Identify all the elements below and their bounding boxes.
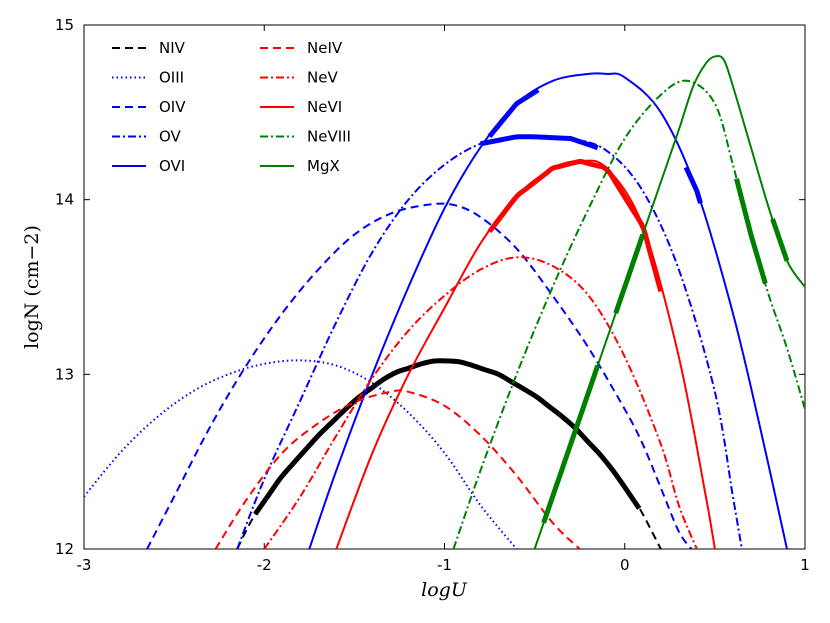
series-highlight-mgx — [770, 218, 790, 262]
legend-label-neviii: NeVIII — [307, 128, 351, 146]
plot-frame — [83, 24, 806, 550]
y-tick-label: 12 — [55, 540, 74, 558]
y-tick-label: 13 — [55, 365, 74, 383]
legend-label-neiv: NeIV — [307, 39, 343, 57]
series-line-nevi — [335, 159, 716, 549]
y-axis-label: logN (cm−2) — [21, 225, 43, 349]
series-line-ov — [236, 135, 743, 549]
x-tick-label: -2 — [257, 556, 272, 574]
series-highlight-mgx — [541, 364, 601, 524]
series-highlight-niv — [253, 358, 642, 516]
legend-label-ovi: OVI — [159, 157, 185, 175]
y-tick-label: 14 — [55, 191, 74, 209]
legend-label-oiii: OIII — [159, 69, 184, 87]
axis-ticks: -3 -2 -1 0 1 12 13 14 15 — [55, 16, 810, 574]
series-highlight-ovi — [487, 87, 540, 138]
x-tick-label: -3 — [77, 556, 92, 574]
series-lines — [84, 54, 805, 549]
x-tick-label: -1 — [437, 556, 452, 574]
series-line-neviii — [452, 79, 805, 549]
series-line-oiv — [146, 202, 693, 549]
series-highlight-ov — [480, 134, 599, 151]
legend-label-nevi: NeVI — [307, 98, 342, 116]
series-highlight-mgx — [613, 233, 646, 315]
legend-label-oiv: OIV — [159, 98, 186, 116]
x-axis-label: logU — [421, 579, 468, 601]
series-highlight-ovi — [683, 166, 703, 204]
x-tick-label: 1 — [800, 556, 810, 574]
y-tick-label: 15 — [55, 16, 74, 34]
series-line-neiv — [214, 389, 581, 549]
legend-label-niv: NIV — [159, 39, 186, 57]
legend-label-nev: NeV — [307, 69, 338, 87]
series-line-nev — [263, 256, 698, 549]
series-line-ovi — [308, 72, 788, 549]
legend-label-mgx: MgX — [307, 157, 340, 175]
x-tick-label: 0 — [620, 556, 630, 574]
legend-label-ov: OV — [159, 128, 182, 146]
series-highlight-nevi — [487, 159, 664, 293]
series-highlight-neviii — [734, 178, 768, 285]
legend: NIV OIII OIV OV OVI NeIV NeV NeVI NeVIII MgX — [112, 39, 351, 175]
series-line-mgx — [533, 54, 805, 549]
